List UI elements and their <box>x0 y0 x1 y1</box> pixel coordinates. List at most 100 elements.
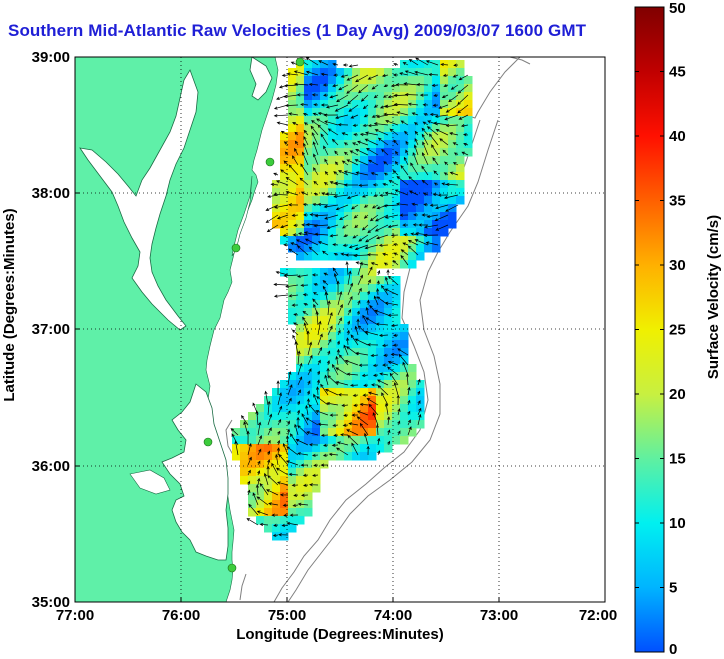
velocity-cell <box>312 84 321 93</box>
velocity-cell <box>424 140 433 149</box>
velocity-cell <box>408 60 417 69</box>
velocity-cell <box>288 316 297 325</box>
velocity-cell <box>400 124 409 133</box>
velocity-arrow <box>432 192 439 197</box>
velocity-cell <box>400 108 409 117</box>
velocity-cell <box>408 116 417 125</box>
velocity-arrow <box>357 274 363 286</box>
velocity-arrow <box>435 204 449 210</box>
velocity-arrow <box>352 393 359 397</box>
velocity-cell <box>344 444 353 453</box>
velocity-arrow <box>280 130 289 136</box>
velocity-cell <box>368 412 377 421</box>
velocity-cell <box>376 436 385 445</box>
y-tick-label: 38:00 <box>32 185 70 202</box>
velocity-arrow <box>313 393 319 406</box>
velocity-arrow <box>291 213 299 217</box>
velocity-arrow <box>275 467 289 476</box>
velocity-arrow <box>267 474 279 486</box>
velocity-cell <box>384 124 393 133</box>
velocity-cell <box>392 212 401 221</box>
velocity-cell <box>376 100 385 109</box>
velocity-cell <box>296 412 305 421</box>
velocity-cell <box>272 444 281 453</box>
velocity-cell <box>384 260 393 269</box>
velocity-cell <box>376 276 385 285</box>
velocity-cell <box>336 324 345 333</box>
velocity-arrow <box>322 285 329 296</box>
velocity-arrow <box>327 300 331 316</box>
velocity-arrow <box>346 74 359 81</box>
velocity-arrow <box>335 204 349 211</box>
velocity-arrow <box>393 102 409 107</box>
velocity-cell <box>288 404 297 413</box>
velocity-arrow <box>377 379 389 386</box>
velocity-cell <box>336 364 345 373</box>
velocity-cell <box>304 412 313 421</box>
velocity-arrow <box>458 74 469 81</box>
velocity-arrow <box>305 70 319 76</box>
colorbar-label: Surface Velocity (cm/s) <box>705 215 722 379</box>
velocity-cell <box>360 436 369 445</box>
velocity-arrow <box>359 422 369 436</box>
velocity-cell <box>264 444 273 453</box>
velocity-cell <box>312 92 321 101</box>
velocity-cell <box>280 404 289 413</box>
velocity-arrow <box>398 353 409 366</box>
velocity-arrow <box>303 142 309 156</box>
x-tick-label: 76:00 <box>162 607 200 624</box>
velocity-cell <box>320 244 329 253</box>
velocity-arrow <box>340 74 349 78</box>
velocity-cell <box>368 156 377 165</box>
velocity-arrow <box>362 393 369 397</box>
velocity-arrow <box>421 152 429 166</box>
velocity-cell <box>320 444 329 453</box>
velocity-arrow <box>273 172 279 176</box>
velocity-arrow <box>347 320 351 326</box>
x-tick-label: 74:00 <box>374 607 412 624</box>
velocity-cell <box>448 124 457 133</box>
velocity-cell <box>360 252 369 261</box>
velocity-cell <box>328 308 337 317</box>
velocity-cell <box>248 492 257 501</box>
velocity-cell <box>328 276 337 285</box>
velocity-arrow <box>246 518 259 526</box>
velocity-arrow <box>354 224 359 229</box>
velocity-cell <box>312 220 321 229</box>
velocity-cell <box>392 324 401 333</box>
velocity-cell <box>384 172 393 181</box>
velocity-arrow <box>387 429 391 436</box>
velocity-cell <box>272 476 281 485</box>
velocity-cell <box>336 396 345 405</box>
velocity-arrow <box>359 132 369 137</box>
velocity-arrow <box>389 128 399 136</box>
velocity-arrow <box>337 291 343 306</box>
colorbar-tick-label: 35 <box>669 193 686 210</box>
velocity-arrow <box>445 123 459 128</box>
velocity-arrow <box>264 390 269 406</box>
velocity-arrow <box>344 359 359 366</box>
velocity-cell <box>320 212 329 221</box>
velocity-arrow <box>397 408 401 416</box>
velocity-arrow <box>457 94 469 106</box>
velocity-cell <box>392 172 401 181</box>
velocity-arrow <box>381 284 389 296</box>
velocity-cell <box>336 428 345 437</box>
velocity-cell <box>256 484 265 493</box>
velocity-cell <box>304 284 313 293</box>
velocity-cell <box>304 444 313 453</box>
velocity-cell <box>296 452 305 461</box>
velocity-cell <box>328 396 337 405</box>
velocity-arrow <box>376 234 389 240</box>
velocity-cell <box>288 300 297 309</box>
velocity-cell <box>288 204 297 213</box>
velocity-arrow <box>354 325 359 336</box>
velocity-cell <box>328 220 337 229</box>
velocity-arrow <box>403 233 409 237</box>
velocity-arrow <box>358 234 369 242</box>
velocity-cell <box>248 420 257 429</box>
velocity-arrow <box>277 439 281 446</box>
velocity-cell <box>392 260 401 269</box>
velocity-cell <box>288 84 297 93</box>
